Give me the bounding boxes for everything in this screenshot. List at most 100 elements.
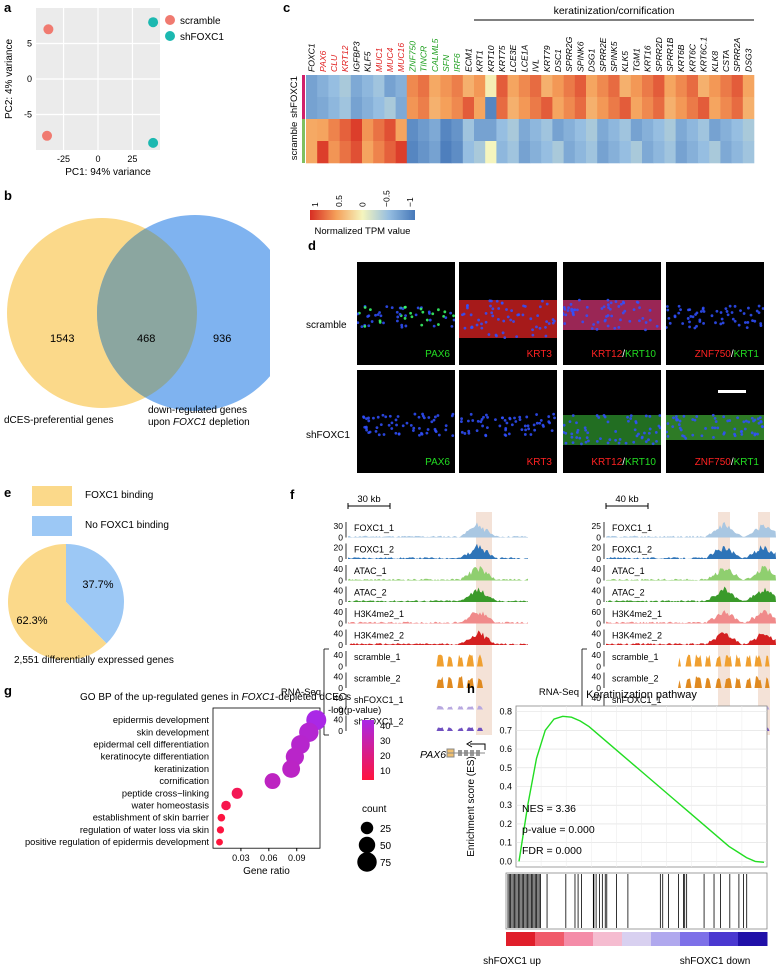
track-max: 40 xyxy=(334,650,344,660)
pca-legend-dot xyxy=(165,15,175,25)
group-label-scramble: scramble xyxy=(289,122,300,161)
pie-pct-no-binding: 37.7% xyxy=(82,579,113,591)
heatmap-gene-label: KRT75 xyxy=(497,45,507,72)
heatmap-gene-label: KRT16 xyxy=(643,45,653,72)
heatmap-gene-label: ECM1 xyxy=(463,48,473,72)
micrograph-tile: PAX6 xyxy=(357,370,455,473)
heatmap-cell xyxy=(462,97,475,120)
heatmap-gene-label: PAX6 xyxy=(318,50,328,72)
heatmap-cell xyxy=(664,119,676,142)
heatmap-cell xyxy=(608,97,620,120)
heatmap-cell xyxy=(306,119,318,142)
pca-legend-label: shFOXC1 xyxy=(180,32,224,43)
track-name: H3K4me2_2 xyxy=(354,631,404,641)
gsea-rank-bar-segment xyxy=(564,932,594,946)
micrograph-image xyxy=(459,299,557,340)
track-signal xyxy=(348,522,528,538)
heatmap-cell xyxy=(317,119,329,142)
gene-label-pax6: PAX6 xyxy=(420,749,446,761)
heatmap-gene-label: CSTA xyxy=(721,49,731,72)
gsea-ytick: 0.3 xyxy=(499,800,512,810)
heatmap-cell xyxy=(406,141,419,164)
heatmap-cell xyxy=(574,141,587,164)
go-term-dot xyxy=(216,838,223,846)
heatmap-cell xyxy=(350,97,363,120)
track-zero: 0 xyxy=(338,554,343,564)
heatmap-gene-label: LCE1A xyxy=(519,45,529,72)
scale-bar-label: 40 kb xyxy=(615,494,638,505)
panel-c-letter: c xyxy=(283,0,291,15)
panel-d-letter: d xyxy=(308,238,316,253)
heatmap-cell xyxy=(619,119,632,142)
track-zero: 0 xyxy=(596,576,601,586)
track-name: ATAC_1 xyxy=(612,566,645,576)
heatmap-cell xyxy=(664,75,676,98)
heatmap-cell xyxy=(362,97,374,120)
heatmap-cell xyxy=(317,97,329,120)
colorbar-tick: −1 xyxy=(405,197,415,207)
heatmap-cell xyxy=(675,141,688,164)
heatmap-cell xyxy=(474,75,486,98)
track-max: 40 xyxy=(334,564,344,574)
heatmap-cell xyxy=(709,97,721,120)
heatmap-cell xyxy=(675,75,688,98)
pca-legend-dot xyxy=(165,31,175,41)
go-term-label: positive regulation of epidermis develop… xyxy=(25,837,209,847)
heatmap-cell xyxy=(686,75,699,98)
heatmap-cell xyxy=(709,75,721,98)
heatmap-cell xyxy=(373,119,385,142)
gsea-ytick: 0.2 xyxy=(499,819,512,829)
heatmap-cell xyxy=(742,119,755,142)
heatmap-cell xyxy=(630,141,643,164)
track-zero: 0 xyxy=(596,533,601,543)
heatmap-cell xyxy=(597,141,609,164)
heatmap-cell xyxy=(440,97,452,120)
heatmap-gene-label: SPINK6 xyxy=(575,41,585,72)
heatmap-cell xyxy=(731,141,744,164)
heatmap-cell xyxy=(642,75,654,98)
micrograph-stain-label: ZNF750/KRT1 xyxy=(694,457,759,468)
heatmap-cell xyxy=(362,141,374,164)
legend-swatch-no-binding xyxy=(32,516,72,536)
micrograph-stain-label: KRT3 xyxy=(526,349,552,360)
heatmap-cell xyxy=(496,75,508,98)
pca-point-shfoxc1 xyxy=(148,17,159,28)
micrograph-stain-label: KRT3 xyxy=(526,457,552,468)
track-signal xyxy=(606,565,776,581)
heatmap-gene-label: KLF5 xyxy=(363,51,373,72)
heatmap-gene-label: MUC16 xyxy=(396,43,406,72)
size-legend-title: count xyxy=(362,804,387,815)
heatmap-gene-label: SPRR2E xyxy=(598,37,608,72)
heatmap-gene-label: TGM1 xyxy=(631,48,641,72)
legend-swatch-binding xyxy=(32,486,72,506)
gsea-rank-bar-segment xyxy=(535,932,565,946)
heatmap-cell xyxy=(507,97,520,120)
size-legend-label: 25 xyxy=(380,824,392,835)
heatmap-cell xyxy=(507,119,520,142)
heatmap-cell xyxy=(541,75,553,98)
micrograph-image xyxy=(563,413,661,446)
track-name: H3K4me2_1 xyxy=(612,609,662,619)
heatmap-cell xyxy=(574,97,587,120)
gsea-rank-bar-segment xyxy=(622,932,652,946)
heatmap-cell xyxy=(462,119,475,142)
heatmap-cell xyxy=(339,119,352,142)
micrograph-stain-label: PAX6 xyxy=(425,457,450,468)
heatmap-cell xyxy=(395,119,408,142)
heatmap-cell xyxy=(530,141,542,164)
heatmap-cell xyxy=(350,119,363,142)
heatmap-cell xyxy=(440,141,452,164)
heatmap-cell xyxy=(541,97,553,120)
heatmap-cell xyxy=(406,75,419,98)
track-signal xyxy=(348,611,528,624)
pca-ytick: 5 xyxy=(27,39,32,49)
track-max: 40 xyxy=(334,586,344,596)
pca-xtick: 25 xyxy=(127,154,137,164)
heatmap-cell xyxy=(530,75,542,98)
heatmap-cell xyxy=(462,75,475,98)
track-name: FOXC1_2 xyxy=(354,545,394,555)
colorbar-tick: 0 xyxy=(358,202,368,207)
gsea-nes: NES = 3.36 xyxy=(522,803,576,815)
